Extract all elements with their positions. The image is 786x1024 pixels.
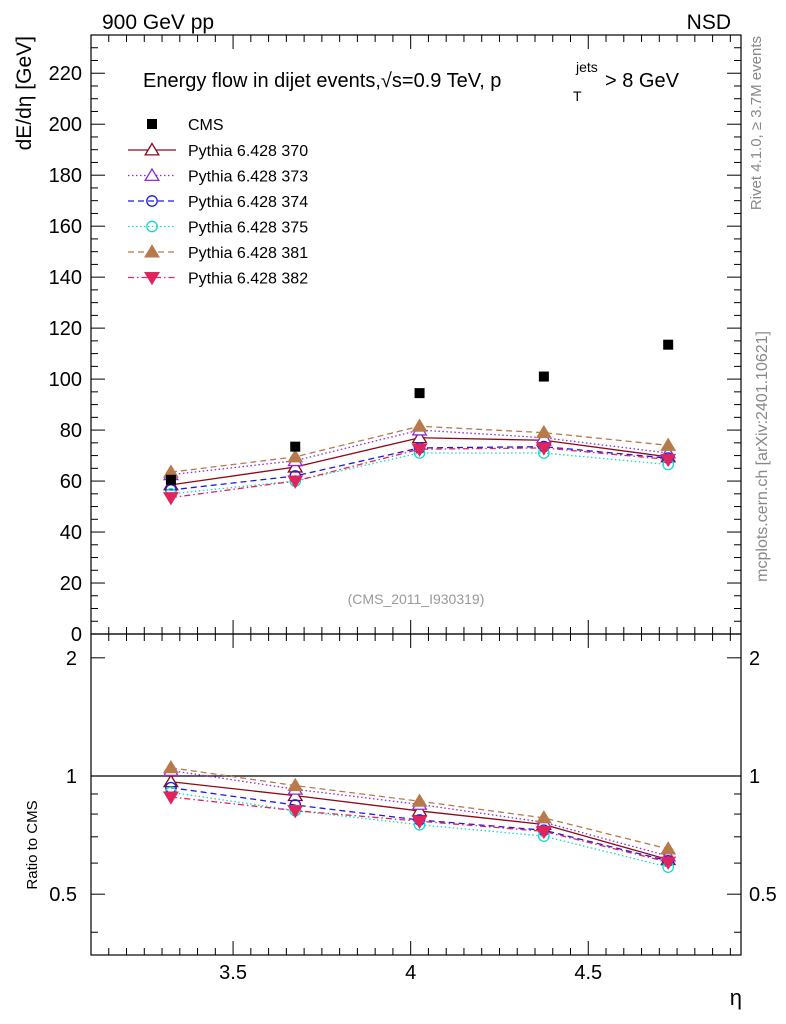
legend-marker [146, 195, 158, 207]
ratio-axis-label: Ratio to CMS [24, 800, 41, 889]
svg-text:Energy flow in dijet events,√s: Energy flow in dijet events,√s=0.9 TeV, … [143, 70, 501, 92]
ratio-series-4 [162, 759, 677, 855]
y-tick-label: 80 [60, 420, 82, 442]
ratio-tick-label: 0.5 [49, 884, 77, 906]
series-point [287, 449, 304, 463]
legend-label: Pythia 6.428 375 [188, 220, 308, 237]
title-s: s=0.9 TeV, p [392, 70, 502, 92]
series-point [660, 437, 677, 451]
y-tick-label: 20 [60, 573, 82, 595]
series-point [162, 492, 179, 506]
series-point [287, 459, 304, 473]
legend-label: Pythia 6.428 370 [188, 143, 308, 160]
legend-marker [146, 220, 158, 233]
series-line [170, 452, 669, 495]
series-point [535, 442, 552, 456]
series-point [411, 418, 428, 432]
data-point [290, 441, 301, 452]
ratio-series-line [170, 796, 669, 863]
ratio-series-point [535, 825, 552, 840]
y-tick-label: 40 [60, 522, 82, 544]
header-right: NSD [687, 11, 731, 34]
ratio-tick-label: 2 [66, 648, 77, 670]
x-tick-label: 3.5 [219, 962, 247, 984]
y-tick-label: 180 [49, 165, 82, 187]
series-point [535, 424, 552, 439]
x-axis-label: η [730, 985, 742, 1010]
x-tick-label: 4 [405, 962, 416, 984]
series-point [287, 475, 304, 489]
legend-label: Pythia 6.428 381 [188, 245, 308, 262]
y-tick-label: 160 [49, 216, 82, 238]
ratio-series-point [660, 856, 677, 870]
legend-marker [144, 244, 160, 258]
ratio-series-point [162, 759, 179, 774]
legend-marker [144, 167, 160, 182]
series-0 [162, 429, 677, 491]
title-tail: > 8 GeV [605, 70, 680, 92]
legend-label: Pythia 6.428 382 [188, 271, 308, 288]
ratio-tick-label: 1 [749, 766, 760, 788]
header-left: 900 GeV pp [102, 11, 214, 34]
series-point [411, 443, 428, 457]
ratio-series-point [162, 791, 179, 805]
y-tick-label: 0 [71, 624, 82, 646]
ratio-series-point [660, 841, 677, 855]
data-point [414, 388, 425, 399]
legend-label: CMS [188, 117, 224, 134]
rivet-label: Rivet 4.1.0, ≥ 3.7M events [748, 36, 765, 210]
ratio-series-point [287, 777, 304, 792]
data-point [663, 339, 674, 350]
legend: CMS Pythia 6.428 370 Pythia 6.428 373 Pythi… [128, 117, 308, 288]
ratio-series-point [411, 815, 428, 829]
legend-marker [144, 142, 160, 156]
legend-marker [144, 271, 160, 286]
axis-ticks: 0 20 40 60 80 100 120 140 160 180 200 220 3.5 4 4.5 0.5… [49, 35, 777, 984]
ratio-tick-label: 1 [66, 766, 77, 788]
series-line [170, 447, 669, 499]
ratio-series-point [287, 787, 304, 802]
legend-marker-cms [147, 119, 157, 129]
ratio-frame [90, 633, 742, 956]
mcplots-label: mcplots.cern.ch [arXiv:2401.10621] [754, 331, 771, 582]
series-5 [162, 442, 677, 506]
ratio-tick-label: 0.5 [749, 884, 777, 906]
chart-title: Energy flow in dijet events,√s=0.9 TeV, … [143, 59, 680, 104]
series-4 [162, 418, 677, 478]
ratio-series-5 [162, 791, 677, 870]
y-axis-label: dE/dη [GeV] [13, 36, 36, 150]
y-tick-label: 60 [60, 471, 82, 493]
series-point [660, 453, 677, 468]
ratio-series-point [535, 810, 552, 824]
ratio-tick-label: 2 [749, 648, 760, 670]
y-tick-label: 220 [49, 63, 82, 85]
y-tick-label: 140 [49, 267, 82, 289]
legend-label: Pythia 6.428 374 [188, 194, 308, 211]
ratio-series-point [287, 805, 304, 819]
y-tick-label: 200 [49, 114, 82, 136]
data-point [538, 371, 549, 382]
legend-label: Pythia 6.428 373 [188, 169, 308, 186]
chart-marks [91, 339, 741, 874]
y-tick-label: 120 [49, 318, 82, 340]
title-main: Energy flow in dijet events, [143, 70, 381, 92]
data-point [165, 474, 176, 485]
title-sup: jets [575, 59, 598, 75]
analysis-id: (CMS_2011_I930319) [348, 591, 485, 607]
ratio-series-point [411, 793, 428, 807]
title-sqrt: √ [381, 70, 392, 92]
x-tick-label: 4.5 [574, 962, 602, 984]
title-sub: T [573, 88, 582, 104]
y-tick-label: 100 [49, 369, 82, 391]
